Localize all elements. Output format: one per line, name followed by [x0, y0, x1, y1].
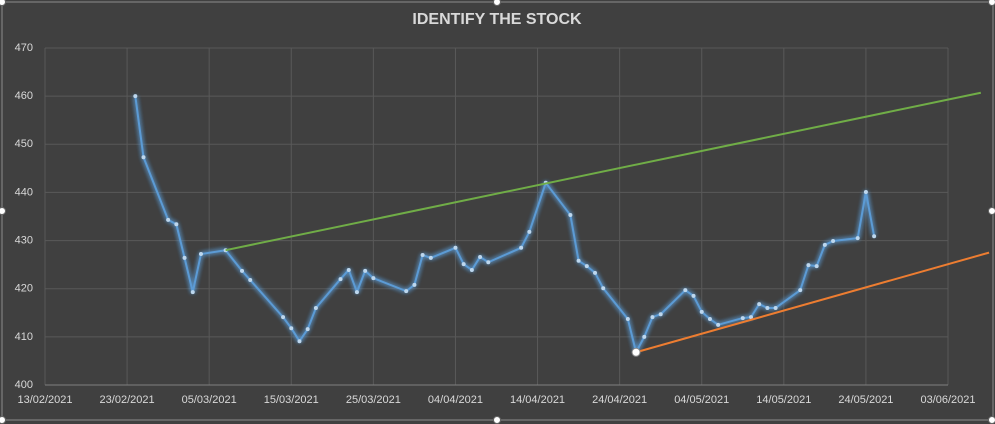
data-point	[297, 339, 302, 344]
x-tick-label: 04/05/2021	[674, 394, 729, 406]
y-tick-label: 470	[15, 42, 33, 54]
data-point	[198, 252, 203, 257]
data-point	[765, 305, 770, 310]
chart-title: IDENTIFY THE STOCK	[412, 11, 582, 28]
data-point	[371, 276, 376, 281]
data-point	[625, 317, 630, 322]
data-point	[584, 264, 589, 269]
x-tick-label: 15/03/2021	[264, 394, 319, 406]
data-point	[486, 260, 491, 265]
data-point	[133, 94, 138, 99]
x-tick-label: 25/03/2021	[346, 394, 401, 406]
x-tick-label: 14/05/2021	[756, 394, 811, 406]
x-tick-label: 05/03/2021	[182, 394, 237, 406]
series-line	[635, 251, 990, 354]
data-point	[658, 312, 663, 317]
y-tick-label: 440	[15, 186, 33, 198]
data-point	[182, 255, 187, 260]
data-point	[822, 242, 827, 247]
data-point	[478, 254, 483, 259]
data-point	[593, 270, 598, 275]
data-point	[757, 302, 762, 307]
y-tick-label: 410	[15, 331, 33, 343]
data-point	[346, 267, 351, 272]
data-point	[855, 236, 860, 241]
data-point	[773, 305, 778, 310]
data-point	[363, 268, 368, 273]
data-point	[174, 222, 179, 227]
x-tick-label: 13/02/2021	[17, 394, 72, 406]
data-point	[699, 309, 704, 314]
data-point	[313, 305, 318, 310]
data-point	[305, 327, 310, 332]
data-point	[248, 278, 253, 283]
x-tick-label: 03/06/2021	[920, 394, 975, 406]
data-point	[289, 326, 294, 331]
data-point	[240, 268, 245, 273]
data-point	[141, 155, 146, 160]
x-tick-label: 23/02/2021	[100, 394, 155, 406]
data-point	[461, 262, 466, 267]
data-point	[798, 288, 803, 293]
y-tick-label: 430	[15, 234, 33, 246]
data-point	[806, 263, 811, 268]
data-point	[190, 290, 195, 295]
data-point	[519, 245, 524, 250]
y-tick-label: 420	[15, 283, 33, 295]
data-point	[281, 315, 286, 320]
data-point	[872, 234, 877, 239]
x-tick-label: 24/04/2021	[592, 394, 647, 406]
y-tick-label: 460	[15, 90, 33, 102]
data-point	[354, 290, 359, 295]
data-point	[469, 267, 474, 272]
data-point	[412, 282, 417, 287]
data-point	[428, 255, 433, 260]
data-point	[568, 213, 573, 218]
data-point	[831, 239, 836, 244]
selected-point	[631, 347, 641, 357]
data-point	[453, 245, 458, 250]
data-point	[683, 288, 688, 293]
y-tick-label: 450	[15, 138, 33, 150]
data-point	[748, 315, 753, 320]
data-point	[716, 322, 721, 327]
data-point	[601, 286, 606, 291]
data-point	[707, 317, 712, 322]
data-point	[650, 315, 655, 320]
data-point	[740, 316, 745, 321]
data-point	[338, 277, 343, 282]
data-point	[691, 293, 696, 298]
data-point	[642, 334, 647, 339]
series-line	[225, 91, 982, 252]
x-tick-label: 04/04/2021	[428, 394, 483, 406]
data-point	[576, 258, 581, 263]
data-point	[420, 253, 425, 258]
data-point	[527, 229, 532, 234]
data-point	[814, 264, 819, 269]
y-tick-label: 400	[15, 379, 33, 391]
data-point	[404, 289, 409, 294]
x-tick-label: 24/05/2021	[838, 394, 893, 406]
data-point	[166, 217, 171, 222]
x-tick-label: 14/04/2021	[510, 394, 565, 406]
data-point	[863, 189, 868, 194]
